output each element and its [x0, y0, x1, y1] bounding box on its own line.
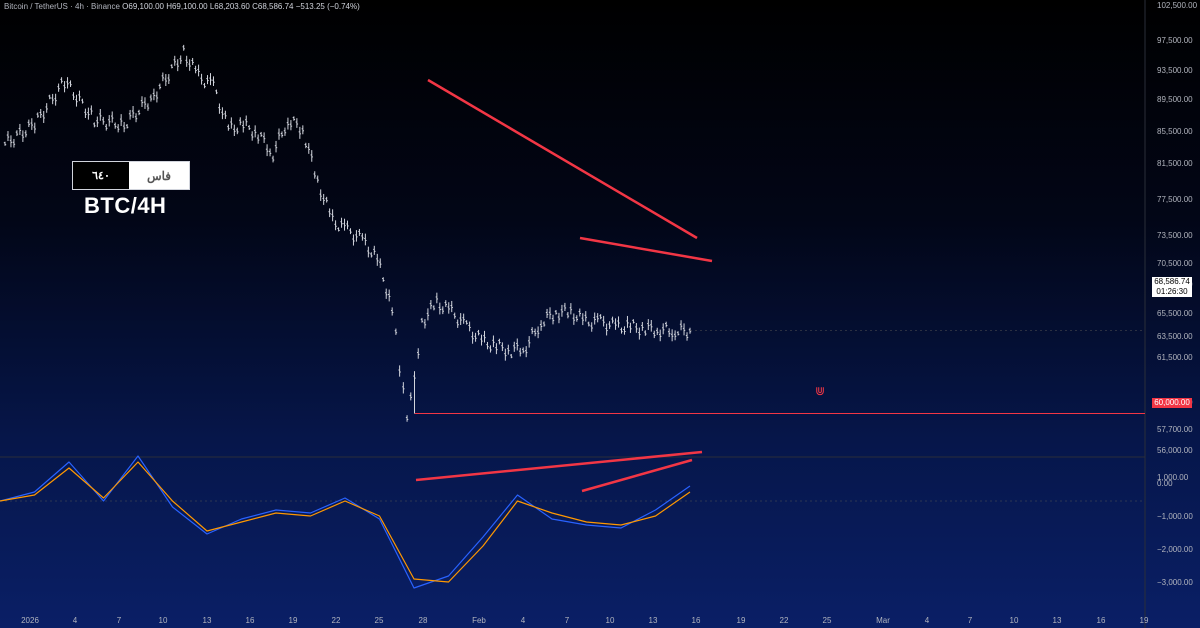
x-tick-label: 13 — [1053, 616, 1062, 625]
x-tick-label: 10 — [606, 616, 615, 625]
macd-y-tick-label: 0.00 — [1157, 479, 1173, 488]
logo-left-text: ٦٤٠ — [73, 162, 129, 189]
x-tick-label: 7 — [968, 616, 973, 625]
last-price-tag: 68,586.74 01:26:30 — [1152, 277, 1192, 297]
countdown-value: 01:26:30 — [1156, 287, 1188, 296]
x-tick-label: 28 — [419, 616, 428, 625]
y-tick-label: 77,500.00 — [1157, 195, 1193, 204]
high-value: H69,100.00 — [166, 2, 208, 11]
y-tick-label: 70,500.00 — [1157, 259, 1193, 268]
symbol-name: Bitcoin / TetherUS · 4h · Binance — [4, 2, 120, 11]
x-tick-label: 16 — [246, 616, 255, 625]
x-tick-label: 13 — [649, 616, 658, 625]
x-tick-label: 10 — [1010, 616, 1019, 625]
macd-divergence-line-short — [581, 458, 693, 493]
macd-y-tick-label: −1,000.00 — [1157, 512, 1193, 521]
x-tick-label: 22 — [780, 616, 789, 625]
x-tick-label: 7 — [117, 616, 122, 625]
y-tick-label: 63,500.00 — [1157, 332, 1193, 341]
macd-y-tick-label: −2,000.00 — [1157, 545, 1193, 554]
close-value: C68,586.74 — [252, 2, 294, 11]
y-tick-label: 57,700.00 — [1157, 425, 1193, 434]
x-tick-label: 22 — [332, 616, 341, 625]
level-price-tag: 60,000.00 — [1152, 398, 1192, 408]
open-value: O69,100.00 — [122, 2, 164, 11]
x-tick-label: 19 — [737, 616, 746, 625]
symbol-header: Bitcoin / TetherUS · 4h · Binance O69,10… — [4, 2, 360, 11]
y-tick-label: 97,500.00 — [1157, 36, 1193, 45]
low-value: L68,203.60 — [209, 2, 250, 11]
x-tick-label: 19 — [1140, 616, 1149, 625]
last-price-value: 68,586.74 — [1154, 277, 1190, 286]
x-tick-label: 7 — [565, 616, 570, 625]
x-tick-label: 25 — [823, 616, 832, 625]
channel-logo: ٦٤٠ فاس — [72, 161, 190, 190]
resistance-trendline-short — [579, 236, 713, 263]
x-tick-label: 4 — [521, 616, 526, 625]
x-tick-label: 13 — [203, 616, 212, 625]
x-tick-label: 19 — [289, 616, 298, 625]
resistance-trendline — [427, 78, 698, 240]
y-tick-label: 56,000.00 — [1157, 446, 1193, 455]
y-tick-label: 65,500.00 — [1157, 309, 1193, 318]
signal-line — [0, 461, 691, 583]
macd-divergence-line — [415, 450, 703, 482]
y-tick-label: 102,500.00 — [1157, 1, 1198, 10]
y-tick-label: 85,500.00 — [1157, 127, 1193, 136]
y-tick-label: 89,500.00 — [1157, 95, 1193, 104]
y-tick-label: 73,500.00 — [1157, 231, 1193, 240]
change-value: −513.25 (−0.74%) — [295, 2, 360, 11]
x-tick-label: Mar — [876, 616, 890, 625]
x-tick-label: 16 — [1097, 616, 1106, 625]
x-tick-label: 25 — [375, 616, 384, 625]
x-tick-label: 16 — [692, 616, 701, 625]
macd-y-tick-label: 1,000.00 — [1157, 473, 1189, 482]
x-tick-label: Feb — [472, 616, 486, 625]
x-tick-label: 2026 — [21, 616, 39, 625]
overlay-label: BTC/4H — [84, 193, 167, 218]
y-tick-label: 93,500.00 — [1157, 66, 1193, 75]
x-tick-label: 4 — [73, 616, 78, 625]
x-tick-label: 10 — [159, 616, 168, 625]
y-tick-label: 81,500.00 — [1157, 159, 1193, 168]
x-tick-label: 4 — [925, 616, 930, 625]
logo-right-text: فاس — [146, 168, 172, 183]
y-tick-label: 61,500.00 — [1157, 353, 1193, 362]
magnet-icon[interactable]: ⋓ — [815, 384, 826, 398]
macd-y-tick-label: −3,000.00 — [1157, 578, 1193, 587]
